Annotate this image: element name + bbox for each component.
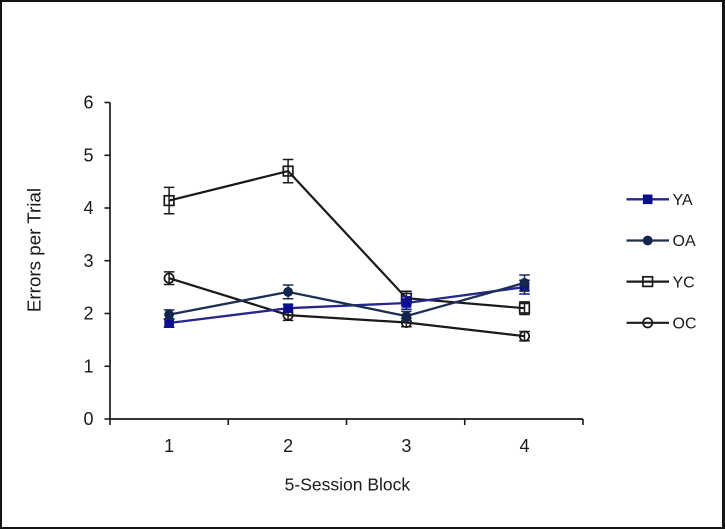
svg-text:OC: OC — [673, 316, 697, 333]
svg-text:4: 4 — [83, 198, 93, 218]
svg-text:1: 1 — [83, 356, 93, 376]
svg-text:4: 4 — [519, 436, 529, 456]
svg-text:Errors per Trial: Errors per Trial — [24, 188, 45, 312]
svg-text:3: 3 — [401, 436, 411, 456]
svg-text:6: 6 — [83, 93, 93, 113]
svg-text:YC: YC — [673, 274, 695, 291]
svg-text:1: 1 — [164, 436, 174, 456]
svg-text:2: 2 — [83, 304, 93, 324]
svg-text:5-Session Block: 5-Session Block — [285, 475, 411, 495]
svg-text:YA: YA — [673, 192, 693, 209]
svg-text:2: 2 — [283, 436, 293, 456]
svg-text:3: 3 — [83, 251, 93, 271]
svg-text:OA: OA — [673, 233, 696, 250]
svg-text:0: 0 — [83, 409, 93, 429]
svg-text:5: 5 — [83, 145, 93, 165]
